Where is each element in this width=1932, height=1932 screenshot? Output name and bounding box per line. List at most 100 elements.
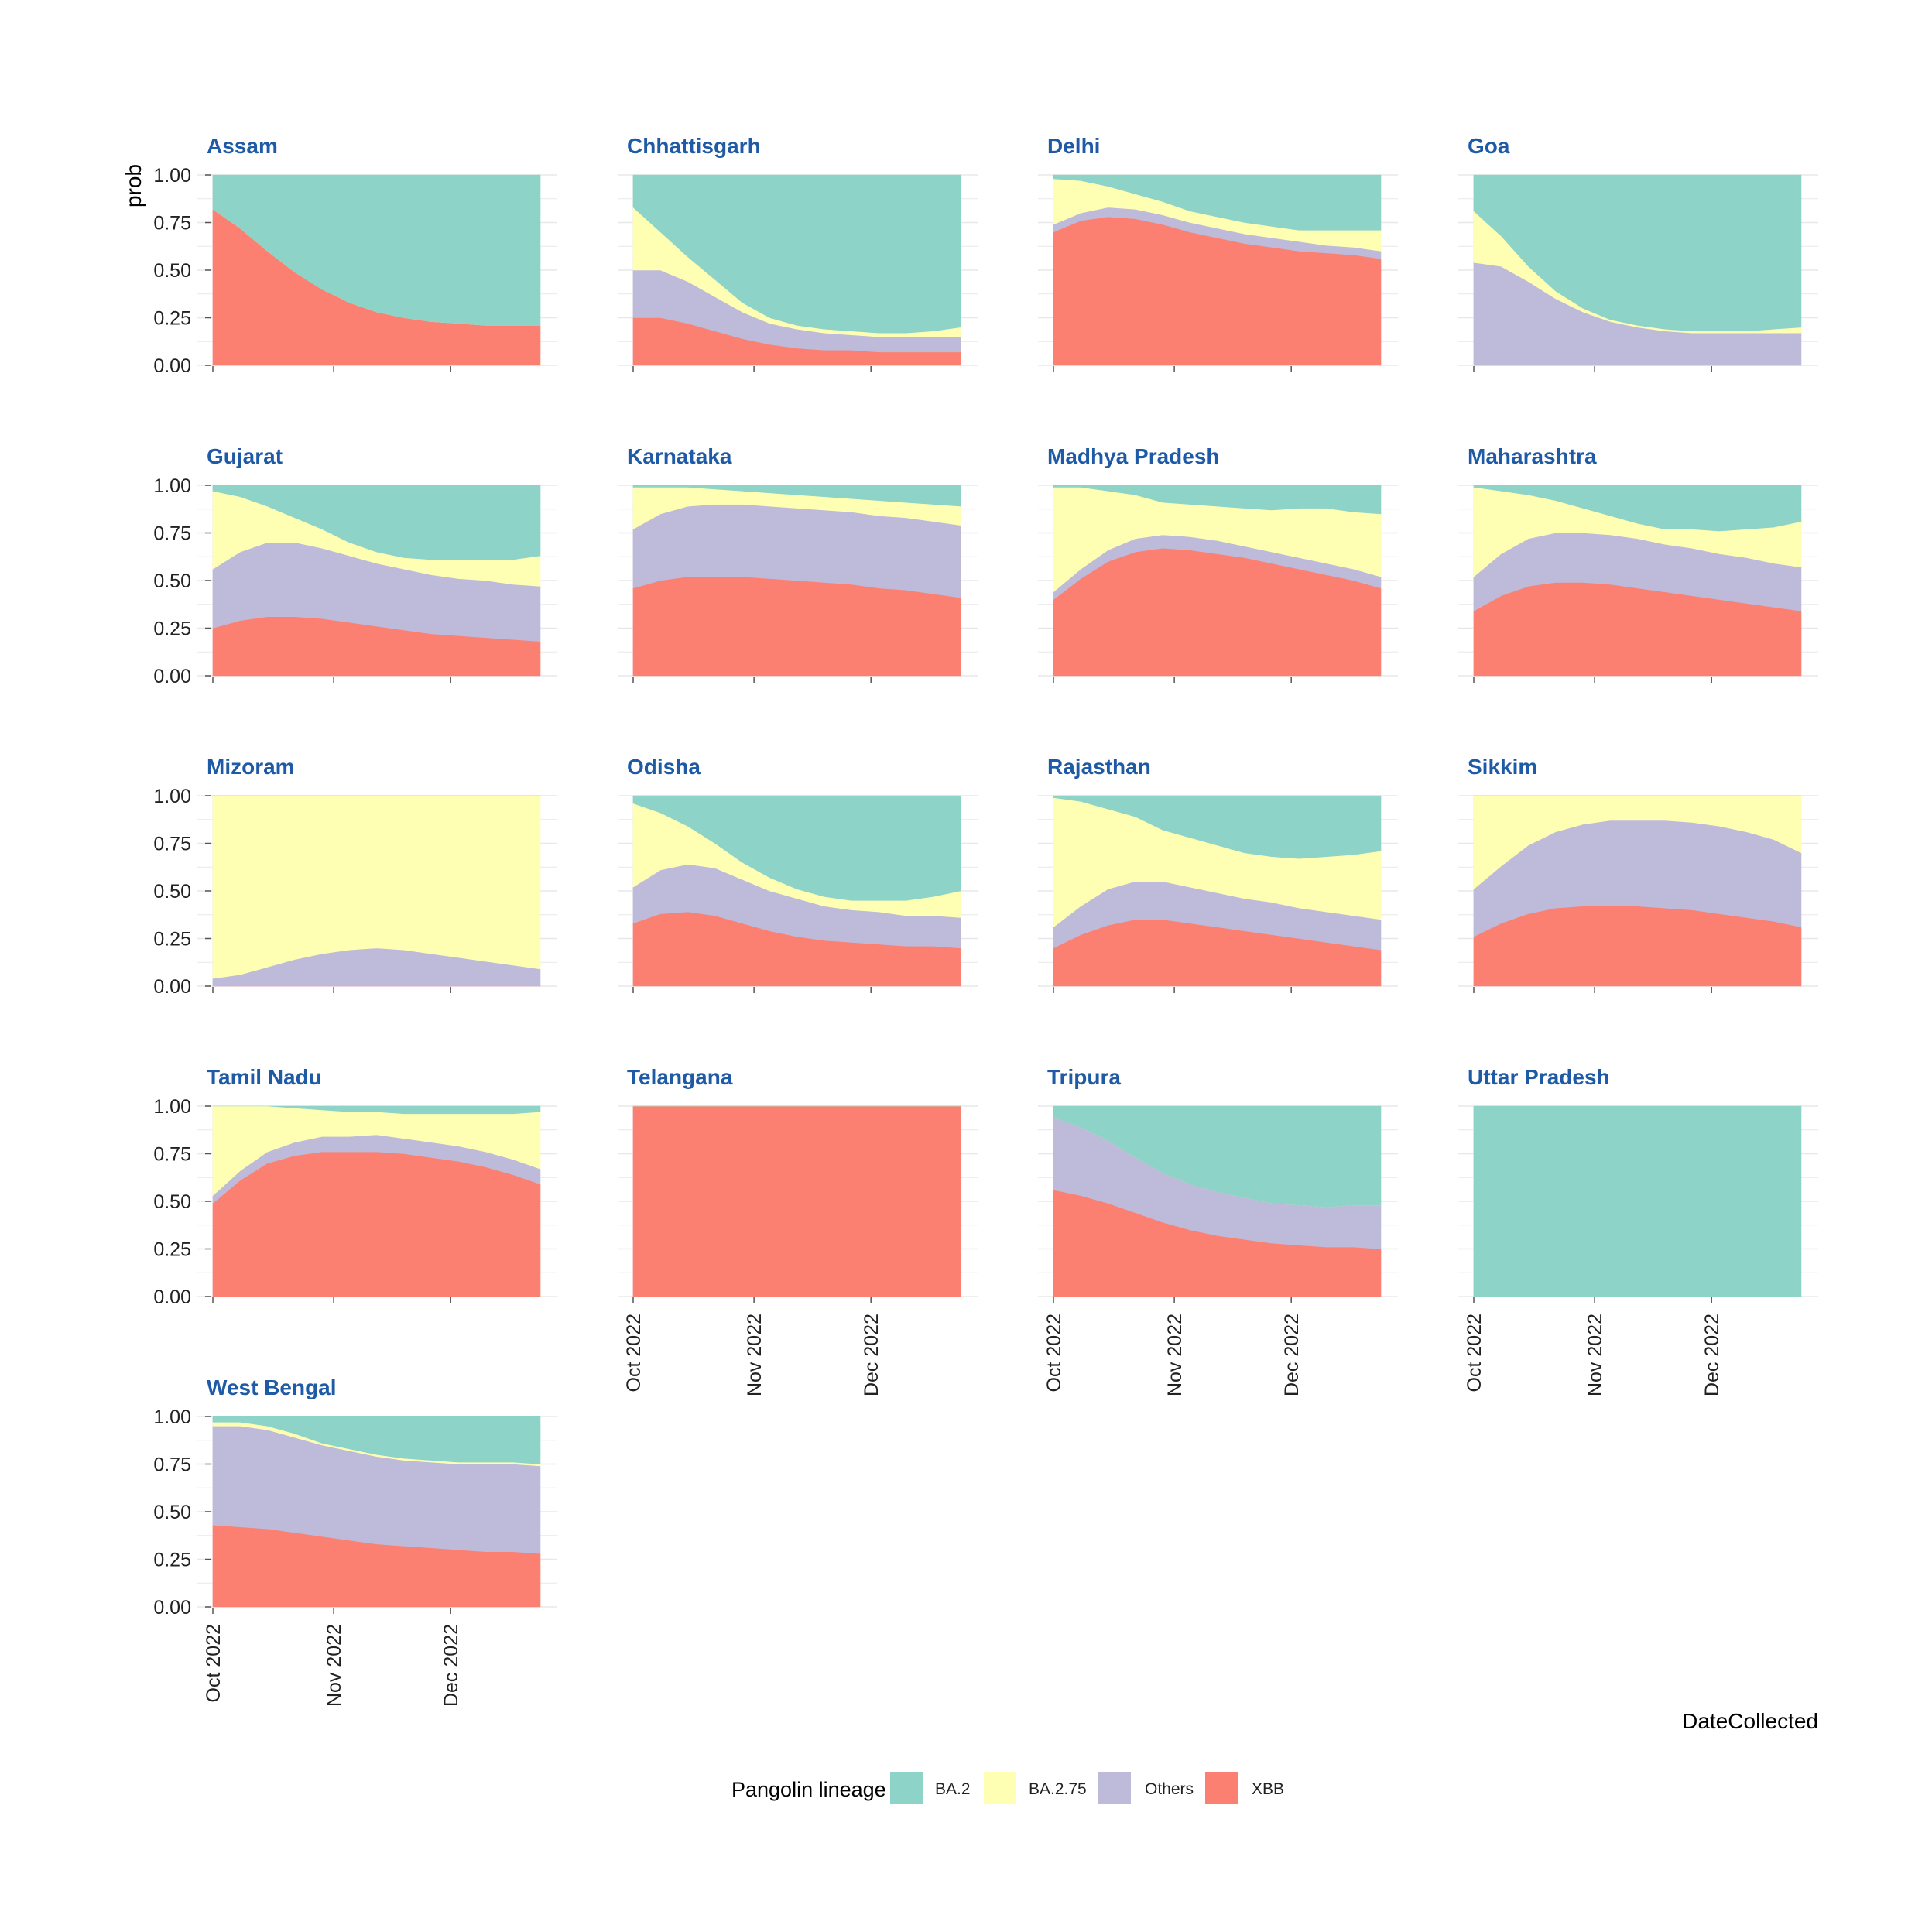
facet-panels: Assam 0.00 0.25 0.50 0.75 1.00 Chhattisgarh Del… [153,134,1818,1707]
x-tick-label: Nov 2022 [1164,1314,1186,1396]
y-tick-label: 0.75 [153,523,191,545]
y-tick-label: 0.50 [153,570,191,592]
facet-telangana: Telangana Oct 2022 Nov 2022 Dec 2022 [618,1065,978,1396]
y-tick-label: 0.00 [153,666,191,687]
x-tick-label: Oct 2022 [1464,1314,1485,1392]
facet-title: Tamil Nadu [207,1065,322,1089]
facet-sikkim: Sikkim [1458,755,1818,993]
facet-title: Goa [1468,134,1510,158]
facet-title: Maharashtra [1468,444,1597,468]
legend-key-ba2 [890,1772,923,1804]
y-tick-label: 0.50 [153,260,191,282]
facet-mizoram: Mizoram 0.00 0.25 0.50 0.75 1.00 [153,755,557,998]
facet-west-bengal: West Bengal 0.00 0.25 0.50 0.75 1.00 Oct 2022 N… [153,1375,557,1707]
y-tick-label: 0.50 [153,1502,191,1523]
area-ba-2 [1473,174,1802,332]
legend-label-ba275: BA.2.75 [1029,1780,1087,1798]
facet-title: Mizoram [207,755,295,779]
facet-title: Chhattisgarh [627,134,761,158]
facet-title: Telangana [627,1065,733,1089]
y-tick-label: 0.00 [153,1286,191,1308]
area-ba-2 [1473,1105,1802,1297]
facet-tamil-nadu: Tamil Nadu 0.00 0.25 0.50 0.75 1.00 [153,1065,557,1308]
y-tick-label: 0.75 [153,1144,191,1166]
y-tick-label: 0.00 [153,976,191,998]
legend-title: Pangolin lineage [731,1778,886,1801]
x-tick-label: Dec 2022 [1281,1314,1303,1396]
facet-title: Assam [207,134,278,158]
legend-label-others: Others [1145,1780,1194,1798]
y-tick-label: 1.00 [153,1406,191,1428]
facet-odisha: Odisha [618,755,978,993]
facet-title: Uttar Pradesh [1468,1065,1610,1089]
area-ba-2 [212,1416,541,1464]
y-tick-label: 1.00 [153,1096,191,1118]
y-tick-label: 0.75 [153,213,191,235]
y-tick-label: 0.50 [153,1191,191,1213]
facet-title: Gujarat [207,444,283,468]
y-tick-label: 1.00 [153,165,191,187]
facet-tripura: Tripura Oct 2022 Nov 2022 Dec 2022 [1038,1065,1398,1396]
facet-title: Karnataka [627,444,732,468]
legend-label-ba2: BA.2 [935,1780,971,1798]
area-xbb [632,576,961,677]
y-tick-label: 1.00 [153,475,191,497]
area-ba-2 [1053,1105,1382,1208]
legend-label-xbb: XBB [1252,1780,1284,1798]
y-axis-title: prob [122,164,146,207]
x-tick-label: Nov 2022 [744,1314,766,1396]
facet-delhi: Delhi [1038,134,1398,372]
y-tick-label: 0.75 [153,1454,191,1476]
x-tick-label: Dec 2022 [440,1624,462,1707]
x-axis-title: DateCollected [1682,1709,1818,1733]
facet-title: Madhya Pradesh [1047,444,1220,468]
facet-karnataka: Karnataka [618,444,978,683]
y-tick-label: 0.75 [153,834,191,855]
facet-uttar-pradesh: Uttar Pradesh Oct 2022 Nov 2022 Dec 2022 [1458,1065,1818,1396]
y-tick-label: 0.25 [153,1239,191,1261]
axis-titles: prob DateCollected [122,164,1818,1733]
facet-title: Odisha [627,755,701,779]
legend-key-others [1098,1772,1131,1804]
facet-assam: Assam 0.00 0.25 0.50 0.75 1.00 [153,134,557,377]
y-tick-label: 0.50 [153,881,191,903]
x-tick-label: Nov 2022 [324,1624,345,1707]
area-ba-2 [632,795,961,901]
area-ba-2 [632,485,961,507]
x-tick-label: Oct 2022 [623,1314,645,1392]
y-tick-label: 0.00 [153,1597,191,1619]
legend: Pangolin lineage BA.2 BA.2.75 Others XBB [731,1772,1284,1804]
facet-title: West Bengal [207,1375,337,1399]
x-tick-label: Nov 2022 [1584,1314,1606,1396]
facet-madhya-pradesh: Madhya Pradesh [1038,444,1398,683]
area-ba-2 [212,485,541,560]
facet-title: Rajasthan [1047,755,1151,779]
y-tick-label: 0.25 [153,1550,191,1571]
facet-title: Tripura [1047,1065,1121,1089]
area-xbb [632,1105,961,1297]
legend-key-xbb [1205,1772,1238,1804]
facet-goa: Goa [1458,134,1818,372]
area-ba-2 [1473,485,1802,532]
facet-title: Sikkim [1468,755,1537,779]
legend-key-ba275 [984,1772,1016,1804]
x-tick-label: Oct 2022 [1043,1314,1065,1392]
area-ba-2 [632,174,961,334]
area-ba-2 [212,174,541,326]
area-ba-2 [213,1105,541,1115]
facet-title: Delhi [1047,134,1100,158]
y-tick-label: 0.25 [153,308,191,330]
y-tick-label: 0.25 [153,618,191,640]
facet-gujarat: Gujarat 0.00 0.25 0.50 0.75 1.00 [153,444,557,687]
x-tick-label: Dec 2022 [861,1314,882,1396]
y-tick-label: 0.25 [153,929,191,951]
area-ba-2 [1053,485,1382,515]
y-tick-label: 1.00 [153,786,191,807]
area-ba-2 [1053,174,1382,231]
y-tick-label: 0.00 [153,355,191,377]
facet-rajasthan: Rajasthan [1038,755,1398,993]
facet-chhattisgarh: Chhattisgarh [618,134,978,372]
x-tick-label: Oct 2022 [203,1624,224,1702]
x-tick-label: Dec 2022 [1701,1314,1723,1396]
